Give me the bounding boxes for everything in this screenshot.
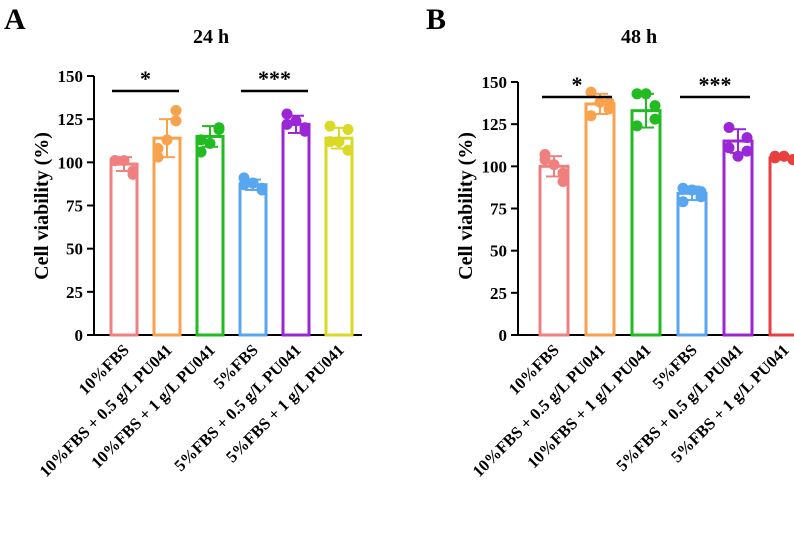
data-point (595, 97, 606, 108)
y-tick-label: 100 (58, 153, 84, 172)
y-tick-label: 75 (490, 200, 507, 219)
data-point (650, 100, 661, 111)
bars-a (110, 105, 354, 335)
data-point (171, 105, 182, 116)
y-axis-a: 0 25 50 75 100 125 150 (58, 67, 363, 345)
significance-label: *** (258, 66, 291, 91)
data-point (641, 88, 652, 99)
data-point (742, 132, 753, 143)
panel-a: A 24 h Cell viability (%) 0 25 50 75 100 125 1… (4, 3, 362, 481)
data-point (119, 155, 130, 166)
data-point (724, 122, 735, 133)
data-point (549, 159, 560, 170)
data-point (558, 176, 569, 187)
data-point (334, 136, 345, 147)
data-point (248, 178, 259, 189)
panel-label-b: B (426, 3, 446, 36)
y-tick-label: 150 (58, 67, 84, 86)
bar (632, 111, 660, 335)
data-point (650, 114, 661, 125)
bar (111, 164, 137, 335)
bar (770, 158, 794, 335)
y-tick-label: 25 (66, 283, 83, 302)
data-point (687, 184, 698, 195)
data-point (632, 120, 643, 131)
data-point (205, 138, 216, 149)
bar (586, 104, 614, 335)
y-tick-label: 75 (66, 197, 83, 216)
data-point (128, 169, 139, 180)
data-point (343, 124, 354, 135)
data-point (214, 124, 225, 135)
significance-a: **** (112, 66, 308, 91)
chart-title-a: 24 h (193, 26, 229, 48)
data-point (604, 103, 615, 114)
data-point (282, 108, 293, 119)
significance-label: * (572, 72, 583, 97)
bar (283, 124, 309, 335)
data-point (678, 196, 689, 207)
y-axis-label-a: Cell viability (%) (31, 132, 53, 280)
y-tick-label: 0 (499, 326, 508, 345)
data-point (257, 184, 268, 195)
y-tick-label: 100 (482, 157, 508, 176)
y-tick-label: 125 (58, 110, 84, 129)
panel-b: B 48 h Cell viability (%) 0 25 50 75 100 125 1… (426, 3, 794, 481)
data-point (586, 110, 597, 121)
bar (197, 136, 223, 335)
bar (724, 141, 752, 335)
data-point (162, 134, 173, 145)
y-axis-b: 0 25 50 75 100 125 150 (482, 73, 794, 345)
data-point (325, 121, 336, 132)
data-point (171, 115, 182, 126)
bar (326, 138, 352, 335)
bar (154, 138, 180, 335)
significance-label: *** (699, 72, 732, 97)
data-point (724, 142, 735, 153)
y-tick-label: 0 (75, 326, 84, 345)
y-tick-label: 150 (482, 73, 508, 92)
y-tick-label: 50 (490, 242, 507, 261)
bars-b (540, 87, 794, 335)
data-point (343, 145, 354, 156)
data-point (196, 146, 207, 157)
y-tick-label: 50 (66, 240, 83, 259)
data-point (291, 115, 302, 126)
data-point (153, 152, 164, 163)
y-axis-label-b: Cell viability (%) (455, 132, 477, 280)
bar (678, 193, 706, 335)
chart-title-b: 48 h (621, 26, 657, 48)
y-tick-label: 25 (490, 284, 507, 303)
bar (240, 185, 266, 335)
data-point (779, 151, 790, 162)
data-point (300, 122, 311, 133)
bar (540, 166, 568, 335)
panel-label-a: A (4, 3, 26, 36)
data-point (733, 151, 744, 162)
significance-label: * (140, 66, 151, 91)
y-tick-label: 125 (482, 115, 508, 134)
